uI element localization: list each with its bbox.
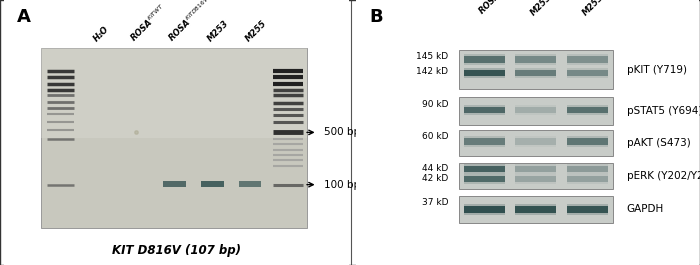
Bar <box>566 54 608 65</box>
Bar <box>463 206 505 213</box>
Bar <box>566 105 608 115</box>
Text: 100 bp: 100 bp <box>324 180 360 190</box>
Bar <box>515 204 557 215</box>
Bar <box>566 136 608 147</box>
Bar <box>515 56 557 63</box>
Text: M255: M255 <box>529 0 554 17</box>
Text: pSTAT5 (Y694): pSTAT5 (Y694) <box>626 106 700 116</box>
Bar <box>463 69 505 76</box>
Bar <box>239 181 262 187</box>
Text: pERK (Y202/Y204): pERK (Y202/Y204) <box>626 171 700 181</box>
Bar <box>566 68 608 78</box>
Text: M255: M255 <box>244 19 269 44</box>
Bar <box>515 107 557 113</box>
Bar <box>566 138 608 145</box>
Bar <box>463 204 505 215</box>
Bar <box>566 166 608 173</box>
Bar <box>515 69 557 76</box>
Bar <box>458 130 613 156</box>
Text: ROSA$^{KIT D816V}$: ROSA$^{KIT D816V}$ <box>475 0 525 17</box>
Text: 44 kD: 44 kD <box>422 164 448 173</box>
Bar <box>463 166 505 173</box>
Text: 145 kD: 145 kD <box>416 52 448 61</box>
Bar <box>463 174 505 184</box>
Text: ROSA$^{KIT WT}$: ROSA$^{KIT WT}$ <box>127 2 169 44</box>
Bar <box>201 181 223 187</box>
Bar <box>515 136 557 147</box>
Bar <box>566 107 608 113</box>
Bar <box>515 174 557 184</box>
Text: M253: M253 <box>581 0 606 17</box>
Bar <box>463 54 505 65</box>
Bar <box>41 48 307 138</box>
Text: M253: M253 <box>206 19 231 44</box>
Bar <box>458 163 613 189</box>
Bar <box>515 68 557 78</box>
Bar <box>41 48 307 228</box>
Bar <box>463 176 505 182</box>
Bar <box>463 136 505 147</box>
Text: 90 kD: 90 kD <box>421 100 448 109</box>
Bar <box>515 164 557 174</box>
Bar <box>463 164 505 174</box>
Bar <box>463 138 505 145</box>
Bar <box>515 54 557 65</box>
Bar <box>566 56 608 63</box>
Text: KIT D816V (107 bp): KIT D816V (107 bp) <box>111 244 241 257</box>
Text: 142 kD: 142 kD <box>416 67 448 76</box>
Bar <box>566 206 608 213</box>
Bar <box>463 56 505 63</box>
Bar <box>463 105 505 115</box>
Bar <box>566 174 608 184</box>
Bar <box>515 166 557 173</box>
Bar <box>458 196 613 223</box>
Bar <box>515 206 557 213</box>
Bar <box>515 138 557 145</box>
Bar <box>566 164 608 174</box>
Text: 37 kD: 37 kD <box>421 198 448 207</box>
Text: A: A <box>18 8 32 26</box>
Bar <box>566 69 608 76</box>
Bar <box>515 176 557 182</box>
Bar <box>566 176 608 182</box>
Text: 60 kD: 60 kD <box>421 132 448 141</box>
Text: GAPDH: GAPDH <box>626 204 664 214</box>
Text: 42 kD: 42 kD <box>422 174 448 183</box>
Bar <box>566 204 608 215</box>
Bar <box>458 97 613 125</box>
Bar <box>515 105 557 115</box>
Bar <box>463 107 505 113</box>
Text: pKIT (Y719): pKIT (Y719) <box>626 65 687 74</box>
Bar <box>463 68 505 78</box>
Text: pAKT (S473): pAKT (S473) <box>626 138 690 148</box>
Text: 500 bp: 500 bp <box>324 127 360 137</box>
Text: ROSA$^{KIT D816V}$: ROSA$^{KIT D816V}$ <box>166 0 215 44</box>
Bar <box>458 50 613 89</box>
Text: H₂O: H₂O <box>92 25 111 44</box>
Bar <box>163 181 186 187</box>
Text: B: B <box>370 8 383 26</box>
